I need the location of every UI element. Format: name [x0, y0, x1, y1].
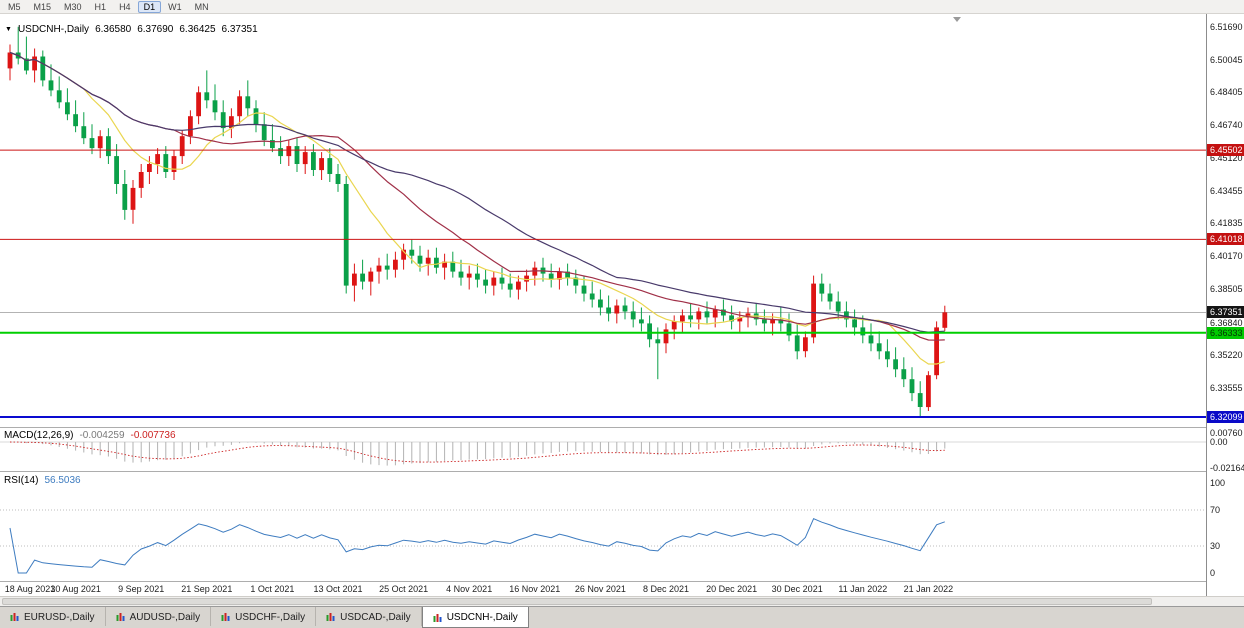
date-label: 21 Sep 2021 [181, 584, 233, 594]
tab-audusd[interactable]: AUDUSD-,Daily [105, 607, 212, 626]
date-label: 9 Sep 2021 [118, 584, 165, 594]
horizontal-lines [0, 149, 1206, 418]
price-tick: 6.36840 [1210, 317, 1243, 328]
price-tick: 6.41835 [1210, 218, 1243, 229]
timeframe-d1-button[interactable]: D1 [137, 0, 162, 13]
chart-icon [433, 613, 442, 622]
chart-symbol-label: USDCNH-,Daily [17, 24, 90, 35]
price-tick: 6.35220 [1210, 349, 1243, 360]
macd-chart-canvas[interactable] [0, 428, 1206, 471]
price-tick: 6.40170 [1210, 251, 1243, 262]
price-badge: 6.45502 [1207, 144, 1244, 157]
horizontal-scrollbar[interactable] [0, 596, 1244, 606]
panel-separator[interactable] [0, 471, 1244, 472]
macd-tick: -0.02164 [1210, 463, 1244, 473]
date-label: 4 Nov 2021 [446, 584, 493, 594]
price-badge: 6.32099 [1207, 411, 1244, 423]
timeframe-w1-button[interactable]: W1 [168, 1, 182, 12]
chart-icon [221, 613, 230, 621]
price-axis[interactable]: 6.51690 6.50045 6.48405 6.46740 6.45120 6.434… [1206, 14, 1244, 596]
chart-dropdown-icon[interactable]: ▼ [5, 26, 12, 33]
timeframe-toolbar: M5 M15 M30 H1 H4 D1 W1 MN [0, 0, 1244, 14]
rsi-tick: 100 [1210, 478, 1226, 488]
timeframe-h1-button[interactable]: H1 [94, 1, 107, 12]
chart-header: ▼ USDCNH-,Daily 6.36580 6.37690 6.36425 … [5, 24, 258, 35]
date-label: 13 Oct 2021 [313, 584, 363, 594]
date-label: 8 Dec 2021 [642, 584, 690, 594]
chart-icon [326, 613, 335, 621]
macd-tick: 0.00760 [1210, 427, 1243, 438]
date-axis[interactable]: 18 Aug 2021 30 Aug 2021 9 Sep 2021 21 Sep 2… [0, 582, 1206, 596]
timeframe-h4-button[interactable]: H4 [119, 1, 131, 12]
price-tick: 6.45120 [1210, 152, 1243, 163]
macd-tick: 0.00 [1210, 437, 1228, 447]
tab-label: USDCNH-,Daily [446, 612, 518, 623]
date-label: 20 Dec 2021 [706, 584, 758, 594]
date-label: 16 Nov 2021 [509, 584, 561, 594]
panel-separator [0, 581, 1244, 582]
price-chart-canvas[interactable] [0, 14, 1206, 427]
date-label: 25 Oct 2021 [379, 584, 429, 594]
chart-tab-bar: EURUSD-,Daily AUDUSD-,Daily USDCHF-,Daily U… [0, 606, 1244, 628]
rsi-tick: 0 [1210, 568, 1216, 578]
date-label: 21 Jan 2022 [903, 584, 954, 594]
ohlc-close: 6.37351 [221, 24, 258, 35]
macd-histogram [17, 442, 946, 466]
tab-usdcnh[interactable]: USDCNH-,Daily [421, 607, 529, 628]
ma-lines [9, 51, 945, 365]
rsi-tick: 70 [1210, 505, 1221, 515]
tab-label: AUDUSD-,Daily [129, 611, 201, 623]
price-badge: 6.36333 [1207, 326, 1244, 339]
date-label: 1 Oct 2021 [250, 584, 295, 594]
price-tick: 6.33555 [1210, 383, 1243, 393]
tab-label: EURUSD-,Daily [24, 611, 95, 623]
ohlc-open: 6.36580 [95, 24, 132, 35]
price-tick: 6.50045 [1210, 54, 1243, 65]
rsi-chart-canvas[interactable] [0, 472, 1206, 581]
tab-label: USDCHF-,Daily [235, 611, 306, 623]
tab-usdchf[interactable]: USDCHF-,Daily [211, 607, 317, 626]
date-label: 30 Dec 2021 [771, 584, 823, 594]
price-tick: 6.43455 [1210, 185, 1243, 196]
date-label: 18 Aug 2021 [4, 584, 56, 594]
tab-label: USDCAD-,Daily [340, 611, 411, 623]
price-tick: 6.46740 [1210, 120, 1243, 131]
rsi-label: RSI(14) 56.5036 [4, 475, 81, 486]
chart-icon [116, 613, 125, 621]
timeframe-m15-button[interactable]: M15 [33, 1, 52, 12]
price-tick: 6.38505 [1210, 284, 1243, 295]
chart-icon [10, 613, 19, 621]
chart-shift-marker-icon[interactable] [953, 17, 961, 22]
tab-usdcad[interactable]: USDCAD-,Daily [316, 607, 422, 626]
rsi-line [9, 518, 945, 574]
macd-name: MACD(12,26,9) [4, 430, 74, 441]
macd-value: -0.004259 [79, 430, 125, 441]
price-badge: 6.37351 [1207, 306, 1244, 319]
rsi-tick: 30 [1210, 541, 1221, 551]
date-label: 30 Aug 2021 [50, 584, 101, 594]
timeframe-m5-button[interactable]: M5 [8, 1, 21, 12]
rsi-name: RSI(14) [4, 475, 39, 486]
macd-signal-value: -0.007736 [130, 430, 176, 441]
ohlc-high: 6.37690 [137, 24, 174, 35]
date-label: 11 Jan 2022 [838, 584, 888, 594]
candles [7, 26, 948, 417]
macd-label: MACD(12,26,9) -0.004259 -0.007736 [4, 430, 176, 441]
timeframe-mn-button[interactable]: MN [194, 1, 209, 12]
price-tick: 6.48405 [1210, 87, 1243, 98]
hscroll-thumb[interactable] [2, 598, 1152, 605]
timeframe-m30-button[interactable]: M30 [64, 1, 82, 12]
tab-eurusd[interactable]: EURUSD-,Daily [0, 607, 106, 626]
rsi-value: 56.5036 [44, 475, 81, 486]
price-tick: 6.51690 [1210, 21, 1243, 32]
price-badge: 6.41018 [1207, 233, 1244, 246]
panel-separator[interactable] [0, 427, 1244, 428]
ohlc-low: 6.36425 [179, 24, 216, 35]
date-label: 26 Nov 2021 [574, 584, 626, 594]
